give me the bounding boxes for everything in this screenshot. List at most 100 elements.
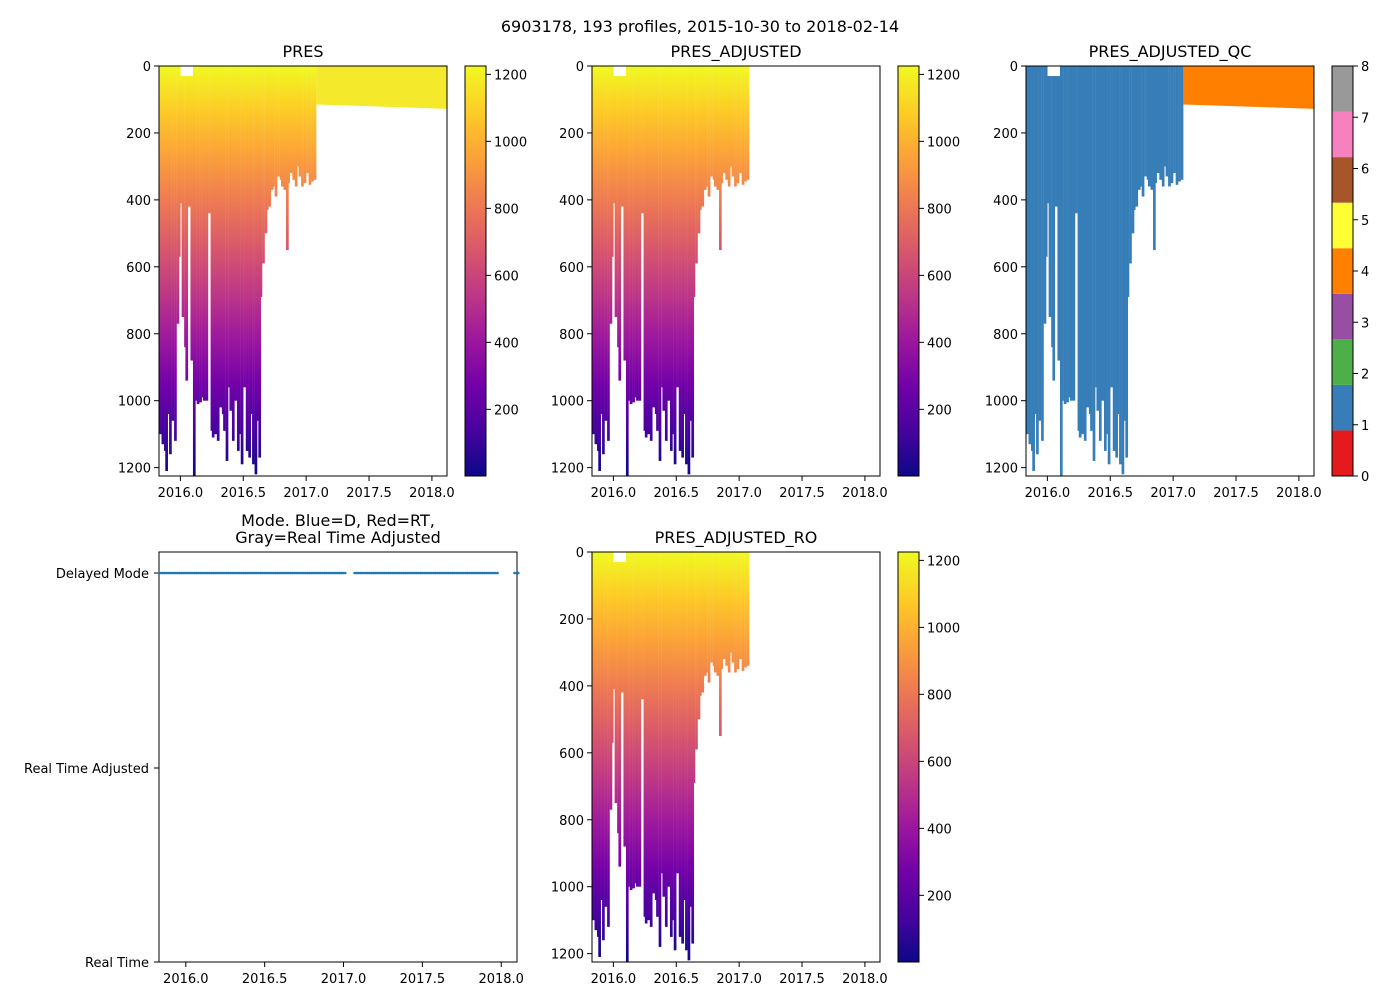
colorbar-tick-label: 1000: [494, 135, 527, 150]
y-tick-label: 800: [559, 814, 584, 829]
delayed-mode-point: [214, 571, 217, 575]
delayed-mode-point: [360, 571, 364, 575]
profile-column: [731, 552, 735, 663]
delayed-mode-point: [426, 571, 430, 575]
qc-profile-column: [1066, 66, 1069, 403]
profile-column: [262, 66, 265, 264]
delayed-mode-point: [396, 571, 400, 575]
profile-column: [682, 66, 686, 415]
profile-column: [303, 66, 307, 184]
colorbar-tick-label: 3: [1361, 316, 1369, 331]
profile-column: [294, 66, 298, 187]
delayed-mode-point: [421, 571, 424, 575]
delayed-mode-point: [481, 571, 484, 575]
colorbar-tick-label: 600: [494, 269, 519, 284]
profile-column: [727, 66, 731, 187]
y-tick-label: 1200: [551, 462, 584, 477]
delayed-mode-point: [364, 571, 368, 575]
delayed-mode-point: [428, 571, 432, 575]
delayed-mode-point: [332, 571, 336, 575]
profile-column: [698, 66, 702, 210]
colorbar-tick-label: 1000: [927, 621, 960, 636]
delayed-mode-point: [311, 571, 315, 575]
profile-column: [245, 66, 249, 451]
axes-frame: [591, 551, 881, 963]
profile-column: [308, 66, 312, 185]
profile-column: [298, 66, 302, 177]
delayed-mode-point: [189, 571, 193, 575]
delayed-mode-point: [221, 571, 225, 575]
profile-column: [174, 66, 177, 441]
delayed-mode-point: [407, 571, 411, 575]
y-tick-label: 1000: [551, 395, 584, 410]
profile-column: [234, 66, 238, 401]
heatmap: [592, 552, 750, 962]
profile-column: [280, 66, 284, 187]
y-tick-label: 600: [993, 261, 1018, 276]
delayed-mode-point: [236, 571, 240, 575]
y-tick-label: 800: [559, 328, 584, 343]
delayed-mode-point: [358, 571, 362, 575]
qc-profile-column: [1036, 66, 1039, 455]
profile-column: [255, 66, 259, 421]
delayed-mode-point: [232, 571, 236, 575]
delayed-mode-point: [313, 571, 317, 575]
delayed-mode-point: [374, 571, 377, 575]
colorbar-tick-label: 5: [1361, 214, 1369, 229]
colorbar-tick-label: 400: [494, 336, 519, 351]
profile-column: [685, 66, 688, 465]
qc-profile-column: [1044, 66, 1048, 257]
delayed-mode-point: [247, 571, 251, 575]
y-tick-label: 400: [559, 194, 584, 209]
profile-column: [216, 66, 220, 441]
delayed-mode-point: [417, 571, 420, 575]
delayed-mode-point: [377, 571, 381, 575]
delayed-mode-point: [404, 571, 407, 575]
profile-column: [214, 66, 218, 435]
y-tick-label: 1000: [551, 881, 584, 896]
delayed-mode-point: [268, 571, 272, 575]
qc-profile-column: [1161, 66, 1165, 187]
delayed-mode-point: [458, 571, 462, 575]
delayed-mode-point: [291, 571, 294, 575]
profile-column: [664, 66, 668, 441]
qc-profile-column: [1129, 66, 1132, 264]
x-tick-label: 2016.5: [654, 486, 700, 501]
profile-column: [292, 66, 295, 180]
delayed-mode-point: [253, 571, 257, 575]
delayed-mode-point: [475, 571, 479, 575]
x-tick-label: 2017.5: [779, 972, 825, 987]
profile-column: [623, 562, 627, 847]
x-tick-label: 2016.0: [591, 486, 637, 501]
profile-column: [722, 66, 726, 174]
pres-adjusted-panel: 2016.0 2016.5 2017.0 2017.5 2018.0 0 200 400 600…: [551, 42, 960, 501]
delayed-mode-point: [437, 571, 441, 575]
profile-column: [240, 66, 244, 465]
delayed-mode-point: [469, 571, 473, 575]
profile-column: [287, 66, 290, 184]
x-tick-label: 2017.5: [346, 486, 392, 501]
profile-column: [223, 66, 226, 431]
x-tick-label: 2017.0: [716, 972, 762, 987]
colorbar-tick-label: 7: [1361, 111, 1369, 126]
delayed-mode-point: [402, 571, 405, 575]
profile-column: [594, 66, 598, 445]
delayed-mode-point: [261, 571, 264, 575]
profile-column: [229, 66, 233, 411]
y-tick-label: 1200: [985, 462, 1018, 477]
profile-column: [644, 66, 648, 438]
profile-column: [171, 66, 175, 421]
y-tick-label: 600: [559, 747, 584, 762]
delayed-mode-point: [206, 571, 210, 575]
delayed-mode-point: [172, 571, 176, 575]
delayed-mode-point: [193, 571, 197, 575]
delayed-mode-point: [413, 571, 417, 575]
delayed-mode-point: [387, 571, 390, 575]
y-tick-label: 200: [126, 127, 151, 142]
profile-column: [746, 66, 750, 180]
x-tick-label: 2016.5: [1088, 486, 1134, 501]
qc-profile-column: [1110, 66, 1113, 388]
profile-column: [667, 66, 671, 401]
profile-column: [705, 552, 708, 673]
profile-column: [713, 66, 717, 187]
